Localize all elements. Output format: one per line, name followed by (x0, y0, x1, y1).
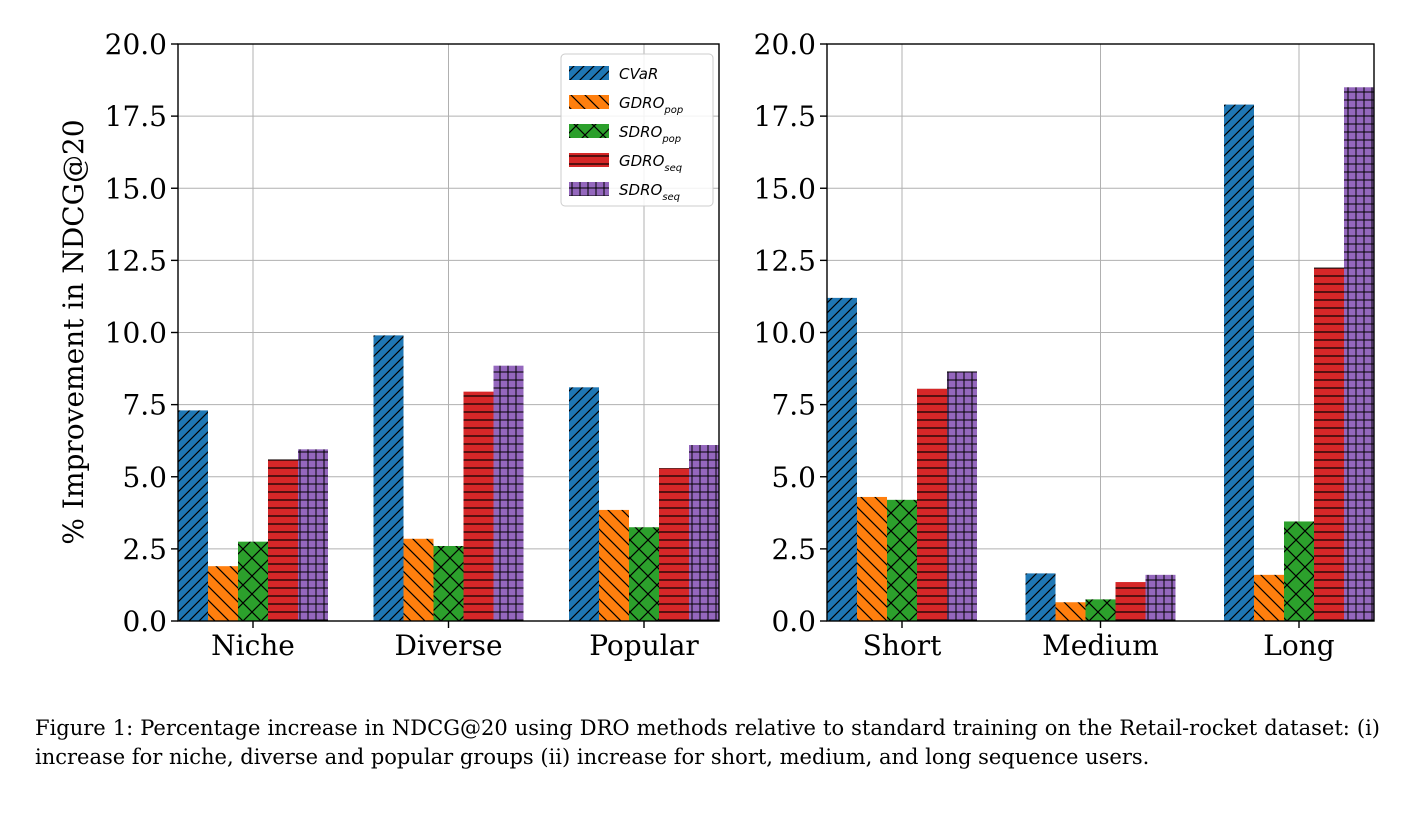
y-tick-label: 12.5 (754, 244, 816, 277)
bar-cvar-short (827, 297, 857, 621)
bar-gdro-seq-short (917, 388, 947, 621)
bar-sdro-pop-diverse (433, 545, 464, 621)
bar-gdro-pop-niche (208, 566, 238, 621)
figure: 0.0 2.5 5.0 7.5 10.0 12.5 15.0 17.5 20.0 Niche Div… (57, 28, 1375, 662)
bar-gdro-pop-short (857, 496, 887, 621)
bar-sdro-pop-long (1284, 521, 1314, 621)
x-tick-label: Popular (589, 629, 699, 662)
y-axis-label: % Improvement in NDCG@20 (57, 119, 90, 544)
bar-gdro-pop-diverse (403, 538, 434, 621)
bar-cvar-niche (178, 410, 208, 621)
y-tick-label: 10.0 (105, 317, 167, 350)
legend-swatch (569, 124, 609, 138)
x-tick-label: Medium (1042, 629, 1159, 662)
bar-sdro-pop-short (887, 499, 917, 621)
bar-cvar-popular (569, 387, 599, 621)
y-tick-label: 20.0 (754, 28, 816, 61)
bar-sdro-seq-popular (689, 445, 719, 621)
bar-cvar-medium (1025, 573, 1056, 621)
bar-sdro-pop-niche (238, 541, 268, 621)
bar-sdro-seq-medium (1145, 574, 1176, 621)
legend: CVaR GDROpop SDROpop GDROseq SDROseq (560, 53, 714, 207)
legend-swatch (569, 66, 609, 80)
legend-label: SDROseq (619, 181, 680, 203)
bar-gdro-seq-niche (268, 459, 298, 621)
legend-swatch (569, 182, 609, 196)
bar-cvar-diverse (373, 335, 404, 621)
legend-label: GDROpop (619, 94, 683, 116)
bar-gdro-pop-popular (599, 509, 629, 621)
right-chart-panel: 0.0 2.5 5.0 7.5 10.0 12.5 15.0 17.5 20.0 Short Med… (754, 28, 1375, 662)
y-tick-label: 5.0 (771, 461, 816, 494)
bar-gdro-seq-popular (659, 468, 689, 621)
bar-gdro-seq-long (1314, 267, 1344, 621)
x-tick-label: Short (863, 629, 942, 662)
y-tick-label: 17.5 (105, 100, 167, 133)
x-tick-label: Long (1263, 629, 1334, 662)
y-tick-label: 17.5 (754, 100, 816, 133)
left-chart-panel: 0.0 2.5 5.0 7.5 10.0 12.5 15.0 17.5 20.0 Niche Div… (105, 28, 720, 662)
bar-sdro-seq-niche (298, 449, 328, 621)
figure-caption: Figure 1: Percentage increase in NDCG@20… (35, 716, 1380, 769)
y-tick-label: 12.5 (105, 244, 167, 277)
legend-swatch (569, 95, 609, 109)
bar-sdro-seq-diverse (493, 365, 524, 621)
legend-box (560, 53, 714, 207)
y-tick-label: 7.5 (771, 389, 816, 422)
y-tick-label: 2.5 (771, 533, 816, 566)
x-tick-label: Niche (211, 629, 295, 662)
y-tick-label: 15.0 (754, 172, 816, 205)
legend-swatch (569, 153, 609, 167)
legend-label: SDROpop (619, 123, 681, 145)
y-tick-label: 0.0 (122, 605, 167, 638)
bar-sdro-seq-short (947, 371, 977, 621)
y-tick-label: 7.5 (122, 389, 167, 422)
y-tick-label: 5.0 (122, 461, 167, 494)
y-tick-label: 2.5 (122, 533, 167, 566)
legend-label: GDROseq (619, 152, 682, 174)
bar-cvar-long (1224, 104, 1254, 621)
bar-gdro-pop-medium (1055, 602, 1086, 621)
bar-gdro-seq-medium (1115, 582, 1146, 621)
bar-gdro-seq-diverse (463, 391, 494, 621)
bar-sdro-pop-popular (629, 527, 659, 621)
y-tick-label: 10.0 (754, 317, 816, 350)
legend-label: CVaR (619, 65, 658, 83)
y-tick-label: 20.0 (105, 28, 167, 61)
bar-gdro-pop-long (1254, 574, 1284, 621)
y-tick-label: 15.0 (105, 172, 167, 205)
y-tick-label: 0.0 (771, 605, 816, 638)
x-tick-label: Diverse (394, 629, 502, 662)
bar-sdro-pop-medium (1085, 599, 1116, 621)
bar-sdro-seq-long (1344, 87, 1374, 621)
